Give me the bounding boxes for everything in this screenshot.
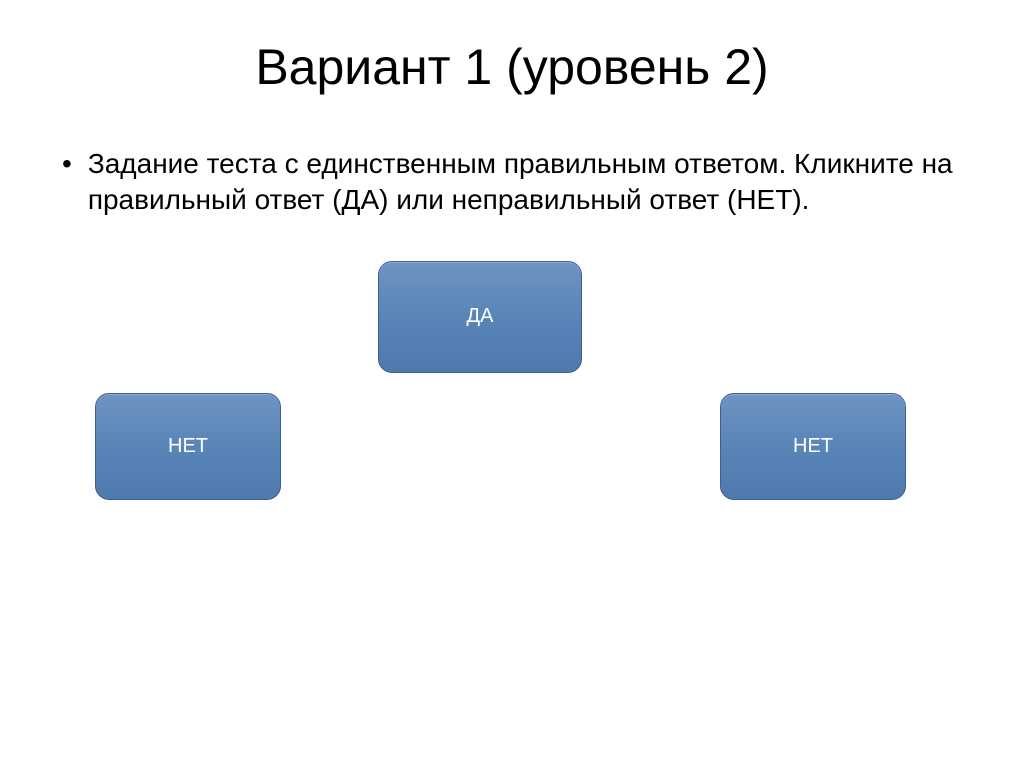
no-button-right[interactable]: НЕТ [720,393,906,500]
no-button-left-label: НЕТ [168,435,208,458]
buttons-area: ДА НЕТ НЕТ [0,219,1024,619]
description-text: Задание теста с единственным правильным … [88,146,964,219]
yes-button-label: ДА [467,305,494,328]
bullet-icon: • [62,146,72,182]
yes-button[interactable]: ДА [378,261,582,373]
no-button-left[interactable]: НЕТ [95,393,281,500]
page-title: Вариант 1 (уровень 2) [0,0,1024,116]
no-button-right-label: НЕТ [793,435,833,458]
description-block: • Задание теста с единственным правильны… [0,116,1024,219]
bullet-row: • Задание теста с единственным правильны… [62,146,964,219]
